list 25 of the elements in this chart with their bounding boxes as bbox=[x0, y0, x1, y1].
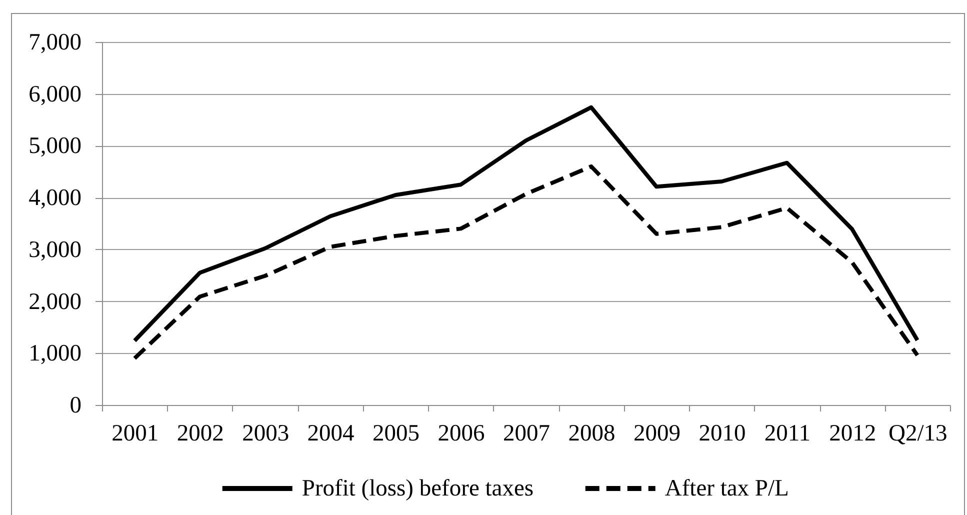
y-tick-label: 1,000 bbox=[28, 340, 82, 367]
y-tick-label: 0 bbox=[70, 392, 82, 418]
x-tick-label: 2010 bbox=[698, 420, 746, 446]
x-tick-label: 2012 bbox=[829, 420, 876, 446]
legend-label: After tax P/L bbox=[664, 476, 789, 502]
y-tick-label: 2,000 bbox=[28, 288, 82, 315]
y-tick-label: 6,000 bbox=[28, 81, 82, 108]
line-series bbox=[132, 105, 920, 343]
x-tick-label: 2004 bbox=[307, 420, 355, 446]
x-tick-label: Q2/13 bbox=[888, 420, 948, 446]
x-tick-label: 2009 bbox=[633, 420, 680, 446]
x-tick-label: 2006 bbox=[438, 420, 486, 446]
legend-label: Profit (loss) before taxes bbox=[302, 476, 534, 502]
x-tick-label: 2002 bbox=[176, 420, 224, 446]
x-tick-label: 2003 bbox=[242, 420, 290, 446]
y-tick-label: 4,000 bbox=[28, 185, 82, 212]
y-tick-label: 7,000 bbox=[28, 30, 82, 56]
x-tick-label: 2011 bbox=[764, 420, 810, 446]
y-tick-label: 3,000 bbox=[28, 236, 82, 263]
x-tick-label: 2007 bbox=[503, 420, 550, 446]
x-tick-label: 2005 bbox=[372, 420, 420, 446]
line-series bbox=[132, 164, 920, 360]
y-tick-label: 5,000 bbox=[28, 133, 82, 160]
x-tick-label: 2001 bbox=[112, 420, 159, 446]
x-tick-label: 2008 bbox=[568, 420, 616, 446]
